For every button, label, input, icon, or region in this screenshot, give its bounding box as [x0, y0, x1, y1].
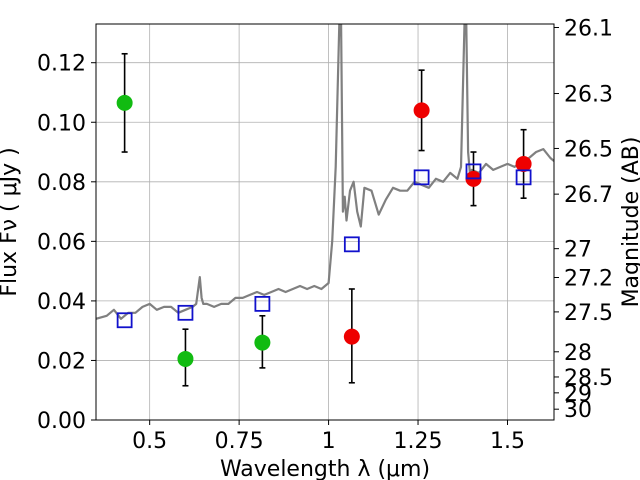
x-tick-label: 1	[322, 429, 336, 454]
right-tick-label: 26.3	[564, 83, 613, 108]
right-tick-label: 26.5	[564, 137, 613, 162]
model-point	[254, 295, 271, 312]
x-tick-label: 0.5	[132, 429, 167, 454]
right-tick-label: 29	[564, 382, 592, 407]
model-point	[465, 163, 482, 180]
y-tick-label: 0.04	[37, 290, 86, 315]
x-tick-label: 0.75	[215, 429, 264, 454]
y-tick-label: 0.12	[37, 52, 86, 77]
y-tick-label: 0.10	[37, 111, 86, 136]
plot-frame	[95, 23, 555, 421]
spectrum-line	[96, 24, 554, 320]
y-tick-label: 0.06	[37, 230, 86, 255]
axes: 0.5 0.75 1 1.25 1.5 0.00 0.02 0.04 0.06 0.08 0.10 0…	[37, 16, 613, 454]
y-tick-label: 0.00	[37, 409, 86, 434]
data-point	[254, 334, 271, 351]
y-tick-label: 0.02	[37, 349, 86, 374]
right-tick-label: 28.5	[564, 366, 613, 391]
model-point	[413, 169, 430, 186]
y-axis-title: Flux Fν ( μJy )	[0, 147, 22, 296]
right-tick-label: 26.7	[564, 183, 613, 208]
model-point	[343, 236, 360, 253]
right-tick-label: 27.2	[564, 266, 613, 291]
plot-area	[96, 24, 554, 387]
data-point	[177, 350, 194, 367]
right-tick-label: 27	[564, 238, 592, 263]
grid-lines	[96, 24, 554, 421]
model-point	[177, 304, 194, 321]
x-axis-title: Wavelength λ (μm)	[220, 457, 430, 480]
model-point	[116, 312, 133, 329]
data-point	[343, 328, 360, 345]
data-point	[413, 102, 430, 119]
x-tick-label: 1.25	[394, 429, 443, 454]
data-point	[515, 155, 532, 172]
data-point	[116, 94, 133, 111]
right-tick-label: 28	[564, 341, 592, 366]
y-tick-label: 0.08	[37, 171, 86, 196]
right-tick-label: 26.1	[564, 16, 613, 41]
right-axis-title: Magnitude (AB)	[619, 137, 640, 308]
right-tick-label: 30	[564, 398, 592, 423]
right-tick-label: 27.5	[564, 301, 613, 326]
model-point	[515, 169, 532, 186]
x-tick-label: 1.5	[490, 429, 525, 454]
